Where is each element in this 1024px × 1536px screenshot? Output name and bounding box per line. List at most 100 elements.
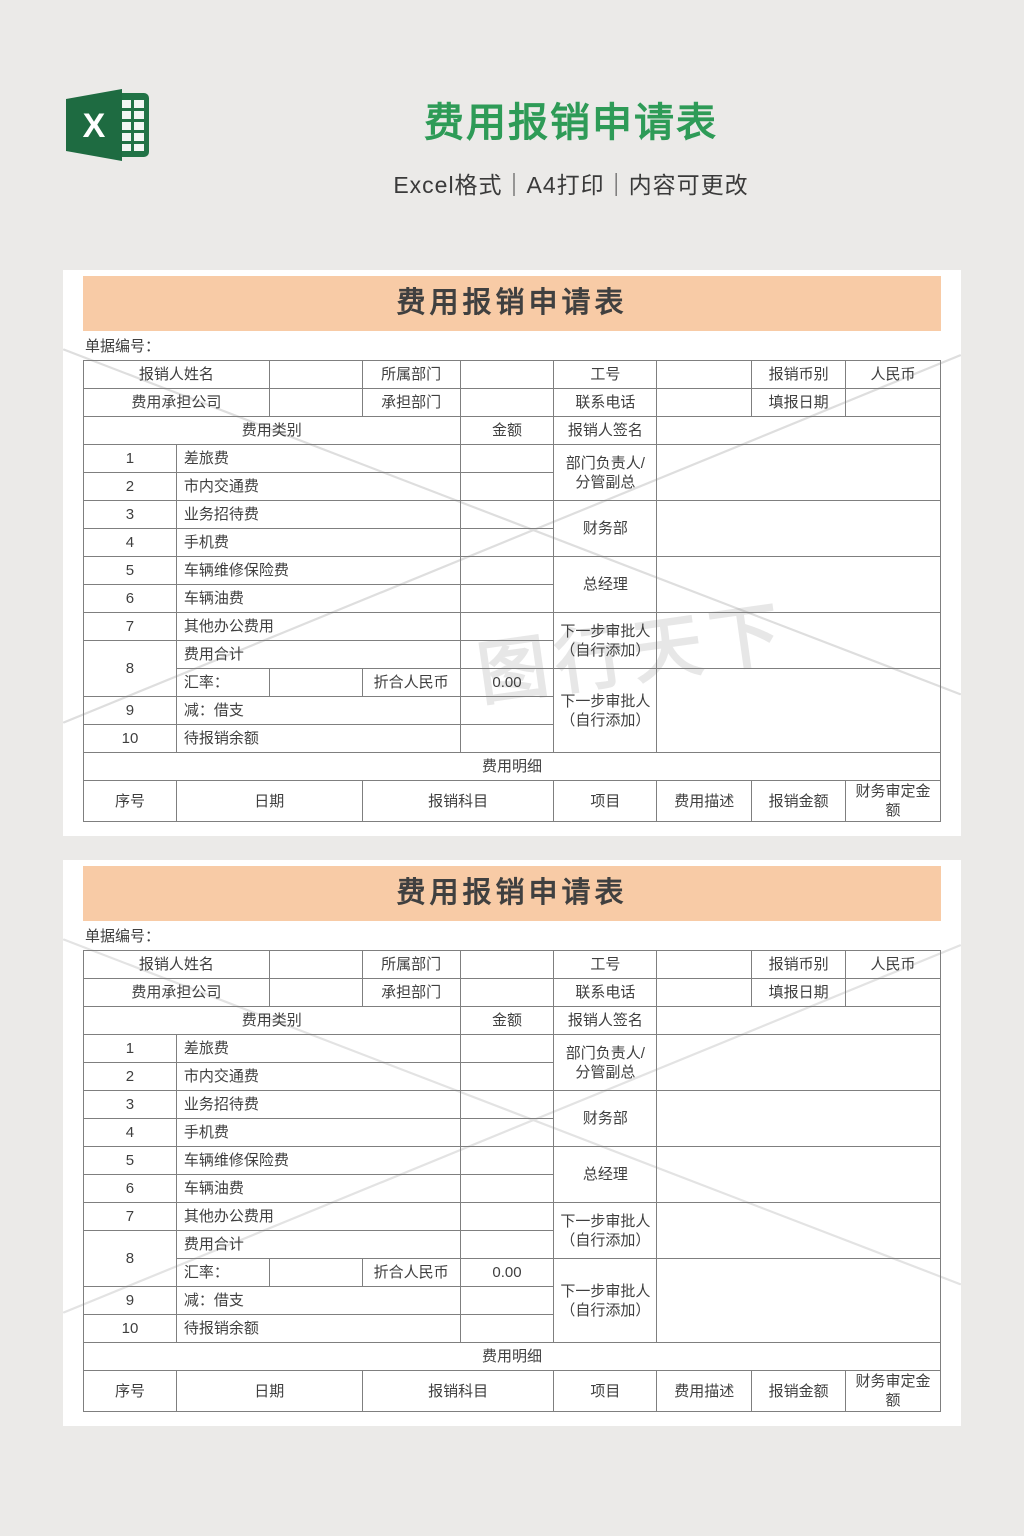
row-number-9: 9 [83,696,177,725]
row-number-2: 2 [83,1062,177,1091]
label-fill-date: 填报日期 [751,388,847,417]
detail-col-amount: 报销金额 [751,1370,847,1412]
input-amount-3 [459,1090,555,1119]
label-phone: 联系电话 [553,388,658,417]
label-employee-id: 工号 [553,360,658,389]
label-next-approver-2: 下一步审批人（自行添加） [553,668,658,753]
detail-col-index: 序号 [83,1370,177,1412]
input-general-manager-approval [656,556,941,613]
form-card-2: 费用报销申请表 单据编号： 报销人姓名 所属部门 工号 报销币别 人民币 费用承担公司 承担… [63,860,961,1426]
input-amount-5 [459,556,555,585]
expense-city-transport: 市内交通费 [175,472,461,501]
header-amount: 金额 [459,1006,555,1035]
row-number-3: 3 [83,1090,177,1119]
input-amount-7 [459,1202,555,1231]
expense-mobile-phone: 手机费 [175,528,461,557]
value-converted-rmb: 0.00 [459,1258,555,1287]
input-amount-6 [459,1174,555,1203]
input-department [459,360,555,389]
input-exchange-rate [268,668,363,697]
excel-icon: X [66,88,154,162]
input-amount-3 [459,500,555,529]
expense-city-transport: 市内交通费 [175,1062,461,1091]
row-number-5: 5 [83,556,177,585]
input-finance-dept-approval [656,500,941,557]
input-applicant-signature [656,416,941,445]
row-number-10: 10 [83,1314,177,1343]
row-number-4: 4 [83,528,177,557]
value-currency-rmb: 人民币 [845,950,941,979]
row-number-6: 6 [83,584,177,613]
row-number-8: 8 [83,1230,177,1287]
label-minus-borrowing: 减：借支 [175,1286,461,1315]
label-converted-rmb: 折合人民币 [361,1258,461,1287]
doc-no-label: 单据编号： [85,928,161,945]
input-finance-dept-approval [656,1090,941,1147]
excel-icon-graphic: X [66,89,149,161]
section-expense-detail: 费用明细 [83,1342,941,1371]
row-number-5: 5 [83,1146,177,1175]
label-applicant-name: 报销人姓名 [83,950,270,979]
label-dept-head-approval: 部门负责人/分管副总 [553,1034,658,1091]
row-number-3: 3 [83,500,177,529]
row-number-8: 8 [83,640,177,697]
input-department [459,950,555,979]
input-amount-9 [459,696,555,725]
label-applicant-signature: 报销人签名 [553,416,658,445]
svg-text:X: X [83,107,106,145]
detail-col-amount: 报销金额 [751,780,847,822]
expense-business-entertainment: 业务招待费 [175,1090,461,1119]
label-bearing-department: 承担部门 [361,388,461,417]
form-card-1: 图行天下 费用报销申请表 单据编号： 报销人姓名 所属部门 工号 报销币别 人民币 费用承… [63,270,961,836]
detail-col-subject: 报销科目 [361,780,555,822]
row-number-9: 9 [83,1286,177,1315]
label-employee-id: 工号 [553,950,658,979]
header-amount: 金额 [459,416,555,445]
input-amount-1 [459,1034,555,1063]
row-number-2: 2 [83,472,177,501]
expense-mobile-phone: 手机费 [175,1118,461,1147]
expense-other-office: 其他办公费用 [175,612,461,641]
header-expense-category: 费用类别 [83,416,461,445]
detail-col-date: 日期 [175,780,363,822]
detail-col-project: 项目 [553,780,658,822]
label-pending-balance: 待报销余额 [175,1314,461,1343]
row-number-10: 10 [83,724,177,753]
label-general-manager-approval: 总经理 [553,556,658,613]
form-title: 费用报销申请表 [83,866,941,921]
header-expense-category: 费用类别 [83,1006,461,1035]
page-subtitle: Excel格式｜A4打印｜内容可更改 [393,172,749,198]
row-number-1: 1 [83,444,177,473]
input-employee-id [656,950,753,979]
detail-col-description: 费用描述 [656,780,753,822]
label-dept-head-approval: 部门负责人/分管副总 [553,444,658,501]
label-next-approver-1: 下一步审批人（自行添加） [553,1202,658,1259]
input-applicant-name [268,950,363,979]
input-dept-head-approval [656,1034,941,1091]
label-converted-rmb: 折合人民币 [361,668,461,697]
label-department: 所属部门 [361,950,461,979]
input-amount-2 [459,1062,555,1091]
label-bearing-company: 费用承担公司 [83,978,270,1007]
expense-vehicle-repair-insurance: 车辆维修保险费 [175,1146,461,1175]
page-title: 费用报销申请表 [424,101,718,145]
input-bearing-company [268,978,363,1007]
label-general-manager-approval: 总经理 [553,1146,658,1203]
label-expense-total: 费用合计 [175,640,461,669]
detail-col-date: 日期 [175,1370,363,1412]
page-header: X 费用报销申请表 Excel格式｜A4打印｜内容可更改 [0,0,1024,270]
label-bearing-department: 承担部门 [361,978,461,1007]
input-next-approver-2 [656,1258,941,1343]
input-dept-head-approval [656,444,941,501]
input-amount-7 [459,612,555,641]
input-exchange-rate [268,1258,363,1287]
label-exchange-rate: 汇率： [175,1258,270,1287]
expense-other-office: 其他办公费用 [175,1202,461,1231]
detail-col-approved-amount: 财务审定金额 [845,1370,941,1412]
detail-col-subject: 报销科目 [361,1370,555,1412]
input-amount-total [459,640,555,669]
label-next-approver-2: 下一步审批人（自行添加） [553,1258,658,1343]
input-employee-id [656,360,753,389]
input-bearing-department [459,978,555,1007]
input-amount-10 [459,724,555,753]
